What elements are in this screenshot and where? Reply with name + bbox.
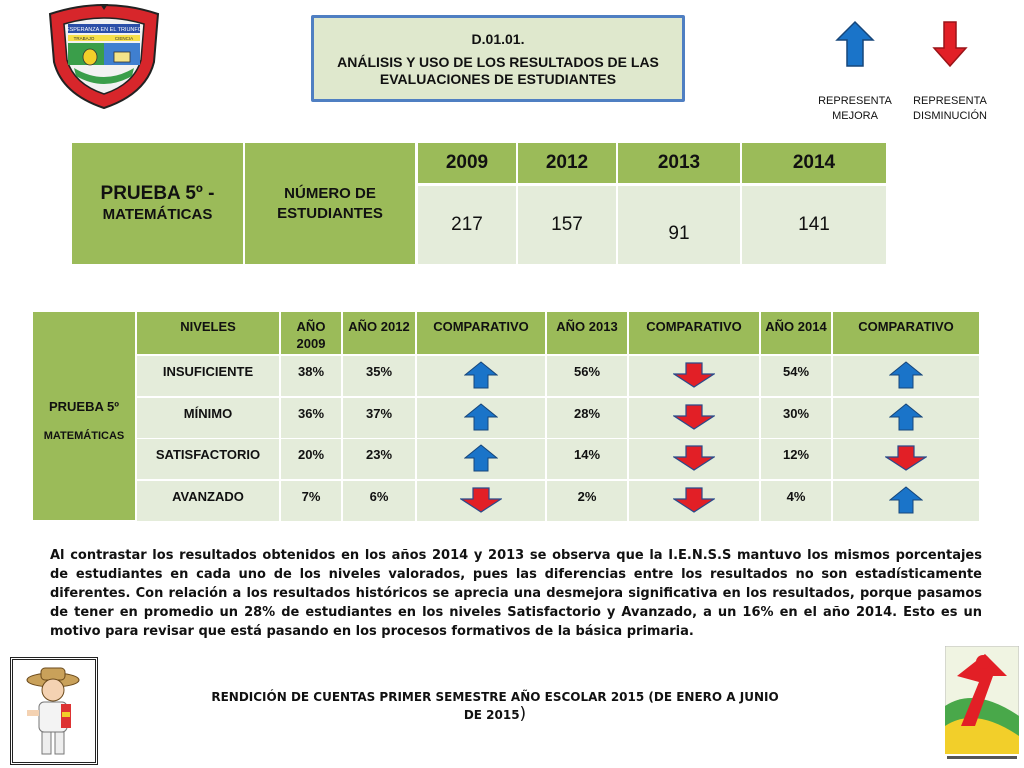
- arrow-down-icon: [671, 361, 717, 391]
- row-3-comparison-2014: [833, 439, 979, 479]
- row-1-year-2014: 54%: [761, 356, 831, 396]
- students-2014: 141: [742, 186, 886, 264]
- legend-decrease-label: REPRESENTA DISMINUCIÓN: [913, 95, 987, 122]
- header-comparison-2014: COMPARATIVO: [833, 312, 979, 354]
- row-2-comparison-2012: [417, 398, 545, 438]
- document-title-box: D.01.01. ANÁLISIS Y USO DE LOS RESULTADO…: [311, 15, 685, 102]
- legend-improvement-label: REPRESENTA MEJORA: [818, 95, 892, 122]
- legend-decrease: REPRESENTA DISMINUCIÓN: [905, 20, 995, 124]
- footer-caption-closing: ): [519, 704, 527, 724]
- row-4-year-2014: 4%: [761, 481, 831, 521]
- arrow-up-icon: [888, 485, 924, 517]
- students-2012: 157: [518, 186, 616, 264]
- institution-logo: [945, 646, 1019, 764]
- analysis-paragraph: Al contrastar los resultados obtenidos e…: [50, 548, 982, 639]
- child-illustration: [26, 667, 80, 755]
- arrow-up-icon: [888, 402, 924, 434]
- legend-improvement: REPRESENTA MEJORA: [810, 20, 900, 124]
- row-3-year-2014: 12%: [761, 439, 831, 479]
- row-1-year-2009: 38%: [281, 356, 341, 396]
- header-year-2009: AÑO 2009: [281, 312, 341, 354]
- levels-side-cell: PRUEBA 5º MATEMÁTICAS: [33, 312, 135, 520]
- header-year-2013: AÑO 2013: [547, 312, 627, 354]
- year-header-2014: 2014: [742, 143, 886, 183]
- school-crest-logo: ESPERANZA EN EL TRIUNFO TRABAJO CIENCIA: [48, 4, 160, 110]
- row-1-comparison-2013: [629, 356, 759, 396]
- row-1-comparison-2014: [833, 356, 979, 396]
- crest-word-right: CIENCIA: [115, 36, 133, 41]
- row-3-year-2013: 14%: [547, 439, 627, 479]
- row-3-level: SATISFACTORIO: [137, 439, 279, 479]
- document-title: ANÁLISIS Y USO DE LOS RESULTADOS DE LAS …: [337, 54, 659, 87]
- arrow-down-icon: [671, 403, 717, 433]
- row-2-level: MÍNIMO: [137, 398, 279, 438]
- test-name-line2: MATEMÁTICAS: [102, 206, 213, 223]
- students-label-cell: NÚMERO DE ESTUDIANTES: [245, 143, 415, 264]
- row-2-comparison-2014: [833, 398, 979, 438]
- row-2-year-2014: 30%: [761, 398, 831, 438]
- footer-caption: RENDICIÓN DE CUENTAS PRIMER SEMESTRE AÑO…: [210, 690, 780, 724]
- row-1-year-2013: 56%: [547, 356, 627, 396]
- arrow-down-icon: [671, 486, 717, 516]
- row-1-level: INSUFICIENTE: [137, 356, 279, 396]
- row-4-comparison-2012: [417, 481, 545, 521]
- row-4-comparison-2013: [629, 481, 759, 521]
- row-2-year-2012: 37%: [343, 398, 415, 438]
- arrow-up-icon: [835, 20, 875, 67]
- row-4-year-2013: 2%: [547, 481, 627, 521]
- row-3-comparison-2012: [417, 439, 545, 479]
- crest-motto: ESPERANZA EN EL TRIUNFO: [66, 27, 143, 33]
- row-3-year-2009: 20%: [281, 439, 341, 479]
- levels-side-line1: PRUEBA 5º: [48, 399, 119, 414]
- row-4-year-2012: 6%: [343, 481, 415, 521]
- crest-word-left: TRABAJO: [74, 36, 95, 41]
- test-name-line1: PRUEBA 5º -: [100, 183, 215, 204]
- students-2013: 91: [618, 186, 740, 264]
- row-4-year-2009: 7%: [281, 481, 341, 521]
- students-2009: 217: [418, 186, 516, 264]
- child-illustration-frame: [10, 657, 98, 765]
- test-name-cell: PRUEBA 5º - MATEMÁTICAS: [72, 143, 243, 264]
- document-code: D.01.01.: [471, 31, 525, 47]
- row-4-comparison-2014: [833, 481, 979, 521]
- arrow-up-icon: [463, 443, 499, 475]
- year-header-2012: 2012: [518, 143, 616, 183]
- row-3-comparison-2013: [629, 439, 759, 479]
- arrow-down-icon: [458, 486, 504, 516]
- arrow-up-icon: [888, 360, 924, 392]
- levels-side-line2: MATEMÁTICAS: [43, 430, 125, 442]
- arrow-down-icon: [932, 21, 968, 68]
- header-year-2014: AÑO 2014: [761, 312, 831, 354]
- arrow-up-icon: [463, 402, 499, 434]
- header-comparison-2012: COMPARATIVO: [417, 312, 545, 354]
- year-header-2013: 2013: [618, 143, 740, 183]
- row-2-year-2013: 28%: [547, 398, 627, 438]
- row-4-level: AVANZADO: [137, 481, 279, 521]
- row-3-year-2012: 23%: [343, 439, 415, 479]
- header-comparison-2013: COMPARATIVO: [629, 312, 759, 354]
- row-1-year-2012: 35%: [343, 356, 415, 396]
- row-2-year-2009: 36%: [281, 398, 341, 438]
- footer-caption-text: RENDICIÓN DE CUENTAS PRIMER SEMESTRE AÑO…: [211, 690, 779, 722]
- year-header-2009: 2009: [418, 143, 516, 183]
- row-2-comparison-2013: [629, 398, 759, 438]
- arrow-up-icon: [463, 360, 499, 392]
- header-levels: NIVELES: [137, 312, 279, 354]
- row-1-comparison-2012: [417, 356, 545, 396]
- header-year-2012: AÑO 2012: [343, 312, 415, 354]
- arrow-down-icon: [671, 444, 717, 474]
- arrow-down-icon: [883, 444, 929, 474]
